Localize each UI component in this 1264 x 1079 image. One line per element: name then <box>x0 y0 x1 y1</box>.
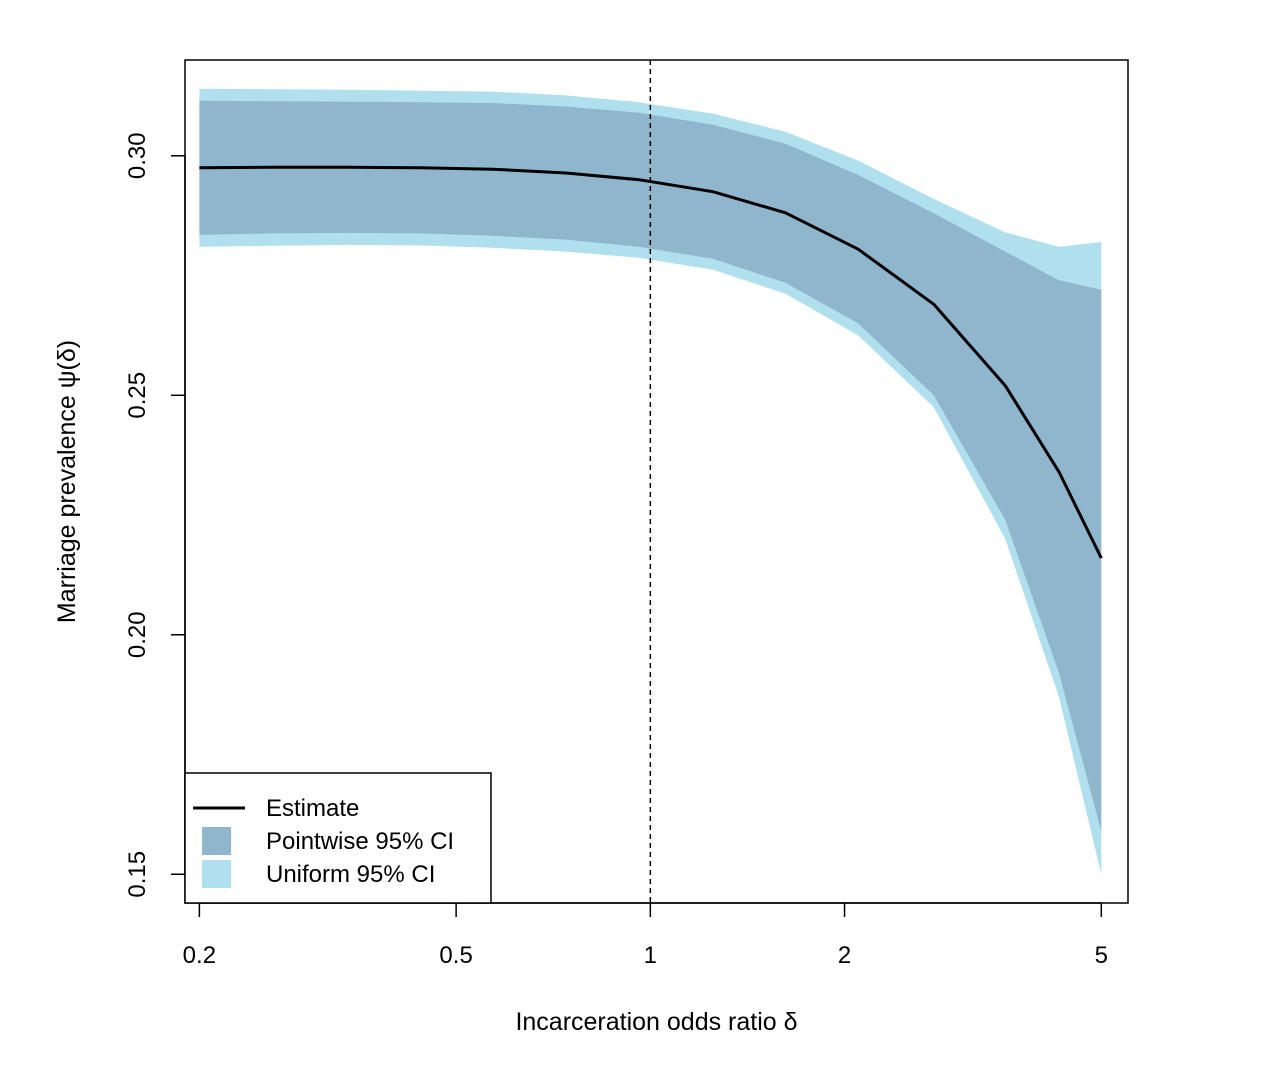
legend-swatch-pointwise <box>202 827 231 855</box>
legend-swatch-uniform <box>202 860 231 888</box>
y-tick-label: 0.25 <box>124 372 151 419</box>
legend-label: Pointwise 95% CI <box>266 828 454 855</box>
x-axis-title: Incarceration odds ratio δ <box>515 1008 797 1036</box>
x-axis: 0.2 0.5 1 2 5 <box>183 902 1108 969</box>
legend: Estimate Pointwise 95% CI Uniform 95% CI <box>184 772 492 904</box>
x-tick-label: 1 <box>644 942 657 969</box>
y-tick-label: 0.15 <box>124 851 151 898</box>
y-axis: 0.15 0.20 0.25 0.30 <box>124 132 186 898</box>
x-tick-label: 0.2 <box>183 942 216 969</box>
legend-label: Uniform 95% CI <box>266 861 435 888</box>
estimate-line <box>199 165 1103 559</box>
x-tick-label: 5 <box>1095 942 1108 969</box>
estimate-layer <box>199 165 1103 559</box>
y-axis-title: Marriage prevalence ψ(δ) <box>53 340 81 623</box>
legend-label: Estimate <box>266 795 359 822</box>
y-tick-label: 0.20 <box>124 611 151 658</box>
x-tick-label: 0.5 <box>439 942 472 969</box>
confidence-bands <box>199 88 1102 875</box>
y-tick-label: 0.30 <box>124 132 151 179</box>
legend-box <box>184 772 492 904</box>
pointwise-ci-band <box>199 100 1102 832</box>
x-tick-label: 2 <box>838 942 851 969</box>
